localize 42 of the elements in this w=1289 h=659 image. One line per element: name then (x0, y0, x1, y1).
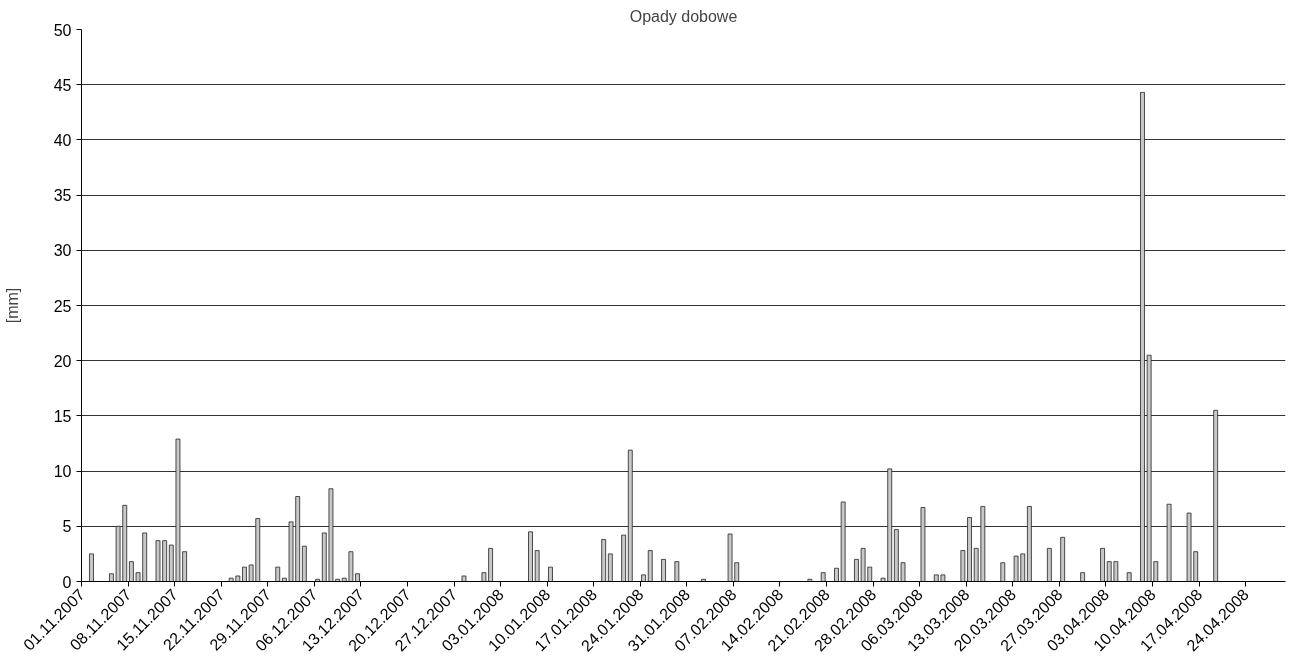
bar (1000, 562, 1006, 582)
bar (1027, 506, 1032, 582)
y-tick-label: 35 (53, 187, 72, 205)
bar (820, 572, 826, 582)
bar (641, 574, 646, 582)
bar (807, 578, 813, 582)
bar (1166, 503, 1172, 582)
bar (301, 545, 307, 582)
bar (607, 553, 613, 582)
bar (674, 561, 680, 582)
bar (840, 501, 846, 582)
bar (834, 567, 839, 582)
y-axis-title: [mm] (3, 287, 21, 324)
y-tick-label: 45 (53, 76, 72, 94)
bar (1126, 572, 1132, 582)
bar (661, 559, 666, 582)
y-tick-label: 40 (53, 131, 72, 149)
bar (1100, 547, 1105, 582)
bar (647, 550, 653, 582)
bar (920, 507, 926, 582)
y-tick-label: 50 (53, 21, 72, 39)
y-tick-label: 20 (53, 352, 72, 370)
bar (601, 539, 607, 582)
bar (548, 566, 553, 582)
y-tick-label: 25 (53, 297, 72, 315)
y-tick-label: 15 (53, 407, 72, 425)
bar (627, 449, 633, 582)
bar (1060, 536, 1066, 582)
bar (275, 566, 281, 582)
bar (1213, 409, 1219, 582)
y-tick-label: 10 (53, 463, 72, 481)
bar (1046, 547, 1052, 582)
y-tick-label: 30 (53, 242, 72, 260)
bar (534, 550, 540, 582)
bar (528, 531, 533, 582)
y-tick-label: 0 (62, 573, 72, 591)
bar (461, 575, 467, 582)
y-tick-label: 5 (62, 518, 72, 536)
bar (1080, 572, 1086, 582)
bar (89, 553, 94, 582)
bar (621, 534, 627, 582)
chart-title: Opady dobowe (629, 7, 738, 25)
